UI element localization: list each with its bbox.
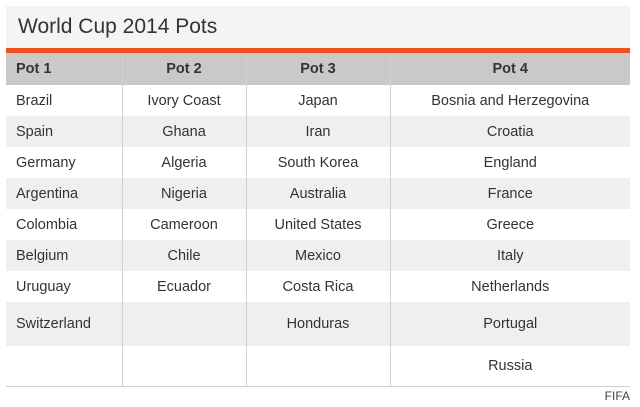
table-cell: Ecuador (121, 271, 246, 302)
table-cell: Germany (6, 147, 122, 178)
table-cell: England (389, 147, 630, 178)
table-cell (121, 302, 246, 346)
table-cell: France (389, 178, 630, 209)
pots-card: World Cup 2014 Pots Pot 1 Pot 2 Pot 3 Po… (6, 6, 630, 387)
table-cell: Croatia (389, 116, 630, 147)
column-header-pot-4: Pot 4 (389, 53, 630, 85)
table-cell: Argentina (6, 178, 122, 209)
table-row: Germany Algeria South Korea England (6, 147, 630, 178)
column-header-pot-2: Pot 2 (121, 53, 246, 85)
table-cell: Uruguay (6, 271, 122, 302)
table-cell: Greece (389, 209, 630, 240)
table-cell: Switzerland (6, 302, 122, 346)
table-cell: Honduras (245, 302, 390, 346)
table-row: Argentina Nigeria Australia France (6, 178, 630, 209)
table-cell: Brazil (6, 85, 122, 116)
table-cell: Belgium (6, 240, 122, 271)
table-cell: United States (245, 209, 390, 240)
table-row: Switzerland Honduras Portugal (6, 302, 630, 346)
table-cell: Colombia (6, 209, 122, 240)
table-cell: Mexico (245, 240, 390, 271)
table-cell: Iran (245, 116, 390, 147)
table-cell: Chile (121, 240, 246, 271)
table-cell: Ghana (121, 116, 246, 147)
table-row: Brazil Ivory Coast Japan Bosnia and Herz… (6, 85, 630, 116)
table-row: Russia (6, 346, 630, 387)
table-cell: Italy (389, 240, 630, 271)
table-cell: Ivory Coast (121, 85, 246, 116)
table-cell: Netherlands (389, 271, 630, 302)
table-row: Belgium Chile Mexico Italy (6, 240, 630, 271)
pots-table: Pot 1 Pot 2 Pot 3 Pot 4 Brazil Ivory Coa… (6, 53, 630, 387)
table-cell: Bosnia and Herzegovina (389, 85, 630, 116)
table-cell: Cameroon (121, 209, 246, 240)
table-cell: Russia (389, 346, 630, 387)
table-header-row: Pot 1 Pot 2 Pot 3 Pot 4 (6, 53, 630, 85)
accent-divider (6, 48, 630, 53)
table-cell: Portugal (389, 302, 630, 346)
table-cell: Costa Rica (245, 271, 390, 302)
table-cell: Algeria (121, 147, 246, 178)
page-title: World Cup 2014 Pots (6, 6, 630, 48)
table-row: Spain Ghana Iran Croatia (6, 116, 630, 147)
table-cell: Australia (245, 178, 390, 209)
table-cell: Spain (6, 116, 122, 147)
table-cell (245, 346, 390, 387)
table-cell: Japan (245, 85, 390, 116)
table-cell (121, 346, 246, 387)
table-cell (6, 346, 122, 387)
column-header-pot-1: Pot 1 (6, 53, 122, 85)
table-cell: Nigeria (121, 178, 246, 209)
table-row: Colombia Cameroon United States Greece (6, 209, 630, 240)
table-cell: South Korea (245, 147, 390, 178)
source-credit: FIFA (604, 389, 630, 403)
column-header-pot-3: Pot 3 (245, 53, 390, 85)
table-row: Uruguay Ecuador Costa Rica Netherlands (6, 271, 630, 302)
